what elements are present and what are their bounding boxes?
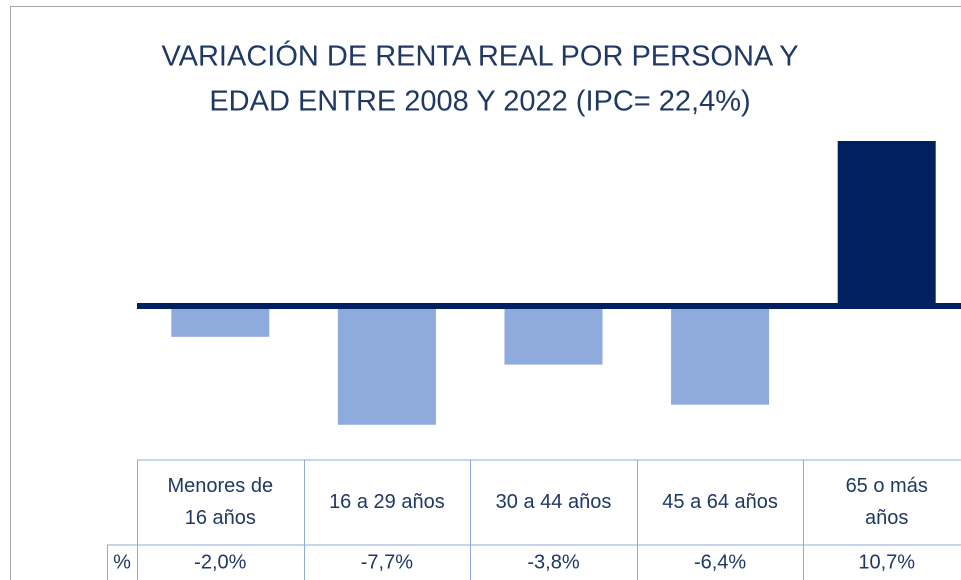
category-label: 16 años xyxy=(185,507,256,529)
bar xyxy=(171,306,270,337)
chart-title: VARIACIÓN DE RENTA REAL POR PERSONA Y xyxy=(161,40,798,73)
chart-title: EDAD ENTRE 2008 Y 2022 (IPC= 22,4%) xyxy=(209,86,750,118)
category-label: 16 a 29 años xyxy=(329,491,445,513)
bar xyxy=(837,141,936,306)
value-label: -6,4% xyxy=(694,551,746,573)
category-label: 30 a 44 años xyxy=(496,491,612,513)
bar xyxy=(337,306,436,425)
value-label: 10,7% xyxy=(858,551,915,573)
category-label: años xyxy=(865,507,908,529)
value-label: -3,8% xyxy=(527,551,579,573)
category-label: Menores de xyxy=(167,475,273,497)
value-label: -2,0% xyxy=(194,551,246,573)
chart-frame xyxy=(10,6,961,580)
bar xyxy=(504,306,603,365)
category-label: 45 a 64 años xyxy=(662,491,778,513)
value-label: -7,7% xyxy=(361,551,413,573)
row-label: % xyxy=(113,551,131,573)
category-label: 65 o más xyxy=(846,475,928,497)
bar xyxy=(671,306,770,405)
